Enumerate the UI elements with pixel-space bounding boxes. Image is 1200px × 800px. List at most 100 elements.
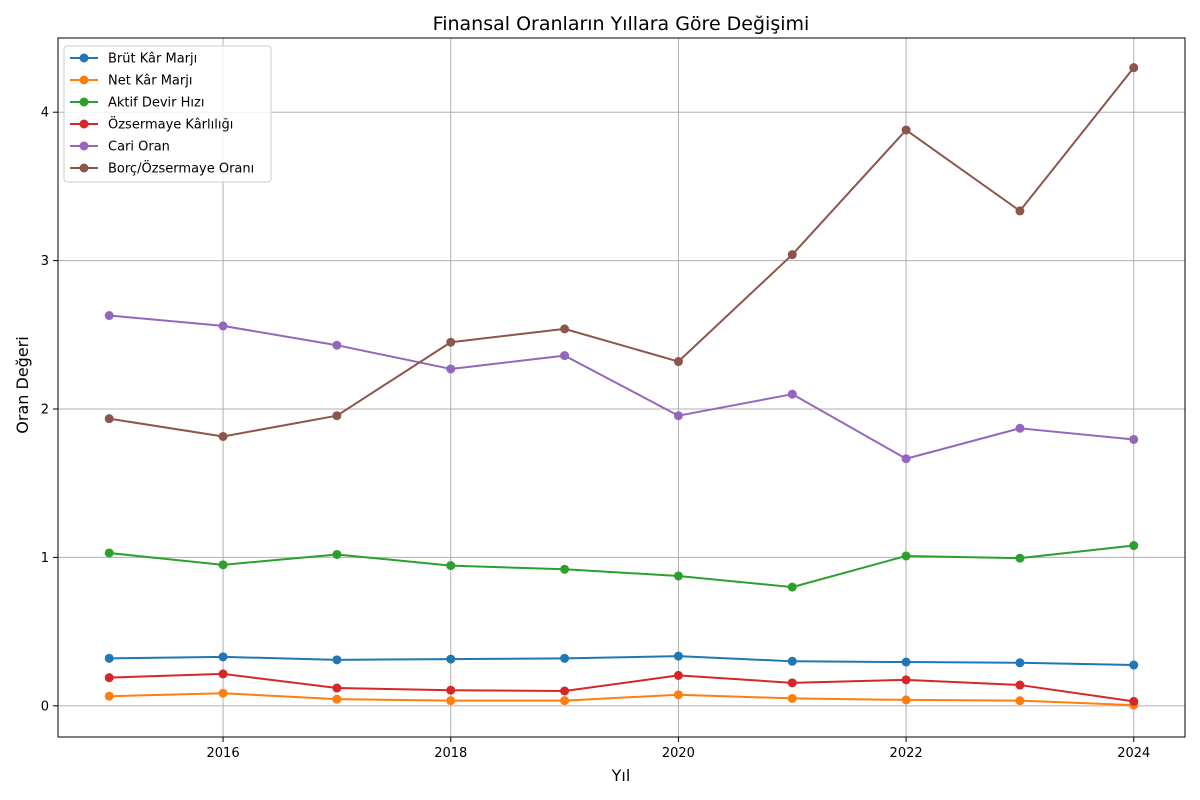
data-point bbox=[560, 324, 570, 334]
data-point bbox=[446, 364, 456, 374]
legend-label: Borç/Özsermaye Oranı bbox=[108, 160, 254, 177]
data-point bbox=[901, 695, 911, 705]
data-point bbox=[673, 571, 683, 581]
legend-item: Cari Oran bbox=[70, 140, 170, 155]
legend-item: Borç/Özsermaye Oranı bbox=[70, 160, 254, 177]
data-point bbox=[787, 250, 797, 260]
data-point bbox=[218, 321, 228, 331]
series-6 bbox=[104, 63, 1139, 441]
series-1 bbox=[104, 651, 1139, 670]
data-point bbox=[218, 431, 228, 441]
legend-marker bbox=[79, 97, 89, 107]
data-point bbox=[446, 561, 456, 571]
y-tick-label: 4 bbox=[41, 106, 49, 121]
series-line bbox=[109, 314, 1134, 460]
legend-label: Brüt Kâr Marjı bbox=[108, 52, 197, 67]
legend: Brüt Kâr Marjı Net Kâr Marjı Aktif Devir H… bbox=[63, 45, 272, 183]
data-point bbox=[332, 411, 342, 421]
data-point bbox=[104, 548, 114, 558]
legend-item: Net Kâr Marjı bbox=[70, 74, 192, 89]
legend-item: Özsermaye Kârlılığı bbox=[70, 116, 233, 133]
series-line bbox=[109, 672, 1134, 703]
data-point bbox=[560, 686, 570, 696]
y-tick-label: 1 bbox=[41, 551, 49, 566]
data-point bbox=[104, 653, 114, 663]
legend-item: Aktif Devir Hızı bbox=[70, 96, 204, 111]
data-point bbox=[332, 683, 342, 693]
x-axis-label: Yıl bbox=[611, 766, 631, 785]
data-point bbox=[1129, 696, 1139, 706]
data-point bbox=[332, 694, 342, 704]
x-tick-label: 2020 bbox=[662, 746, 695, 761]
legend-label: Net Kâr Marjı bbox=[108, 74, 192, 89]
data-point bbox=[218, 560, 228, 570]
x-tick-label: 2022 bbox=[890, 746, 923, 761]
legend-marker bbox=[79, 75, 89, 85]
data-point bbox=[787, 582, 797, 592]
legend-label: Cari Oran bbox=[108, 140, 170, 155]
y-tick-label: 0 bbox=[41, 699, 49, 714]
data-point bbox=[1129, 541, 1139, 551]
y-axis-label: Oran Değeri bbox=[13, 336, 32, 433]
data-point bbox=[1015, 553, 1025, 563]
data-point bbox=[901, 551, 911, 561]
data-point bbox=[332, 340, 342, 350]
legend-box bbox=[63, 45, 272, 183]
data-point bbox=[787, 693, 797, 703]
x-tick-label: 2018 bbox=[434, 746, 467, 761]
data-point bbox=[901, 675, 911, 685]
data-point bbox=[901, 125, 911, 135]
series-3 bbox=[104, 541, 1139, 592]
series-2 bbox=[104, 688, 1139, 710]
data-point bbox=[673, 670, 683, 680]
data-point bbox=[332, 549, 342, 559]
data-point bbox=[787, 678, 797, 688]
legend-label: Aktif Devir Hızı bbox=[108, 96, 204, 111]
data-point bbox=[560, 351, 570, 361]
series-line bbox=[109, 655, 1134, 667]
data-point bbox=[218, 669, 228, 679]
legend-item: Brüt Kâr Marjı bbox=[70, 52, 197, 67]
data-point bbox=[1015, 696, 1025, 706]
x-tick-label: 2024 bbox=[1117, 746, 1150, 761]
data-point bbox=[787, 656, 797, 666]
data-point bbox=[560, 696, 570, 706]
legend-label: Özsermaye Kârlılığı bbox=[108, 116, 233, 133]
data-point bbox=[1129, 434, 1139, 444]
data-point bbox=[446, 654, 456, 664]
series-line bbox=[109, 692, 1134, 707]
data-point bbox=[1015, 206, 1025, 216]
legend-marker bbox=[79, 119, 89, 129]
data-point bbox=[673, 411, 683, 421]
series-line bbox=[109, 544, 1134, 589]
data-point bbox=[446, 685, 456, 695]
data-point bbox=[901, 454, 911, 464]
data-point bbox=[446, 337, 456, 347]
data-point bbox=[1015, 680, 1025, 690]
data-point bbox=[104, 414, 114, 424]
ticks-layer: 2016 2018 2020 2022 2024 0 1 2 3 4 bbox=[41, 106, 1151, 761]
grid-layer bbox=[58, 38, 1185, 737]
data-point bbox=[104, 691, 114, 701]
data-point bbox=[218, 652, 228, 662]
legend-marker bbox=[79, 163, 89, 173]
axes-layer bbox=[57, 37, 1186, 738]
chart-title: Finansal Oranların Yıllara Göre Değişimi bbox=[433, 13, 810, 35]
x-tick-label: 2016 bbox=[207, 746, 240, 761]
data-point bbox=[1129, 660, 1139, 670]
data-point bbox=[673, 651, 683, 661]
data-point bbox=[673, 690, 683, 700]
y-tick-label: 3 bbox=[41, 254, 49, 269]
data-point bbox=[901, 657, 911, 667]
data-point bbox=[787, 389, 797, 399]
legend-marker bbox=[79, 141, 89, 151]
series-layer bbox=[104, 63, 1139, 710]
data-point bbox=[446, 696, 456, 706]
plot-frame bbox=[57, 37, 1186, 738]
series-line bbox=[109, 67, 1135, 438]
series-4 bbox=[104, 669, 1139, 706]
data-point bbox=[104, 311, 114, 321]
legend-items: Brüt Kâr Marjı Net Kâr Marjı Aktif Devir H… bbox=[70, 52, 254, 177]
